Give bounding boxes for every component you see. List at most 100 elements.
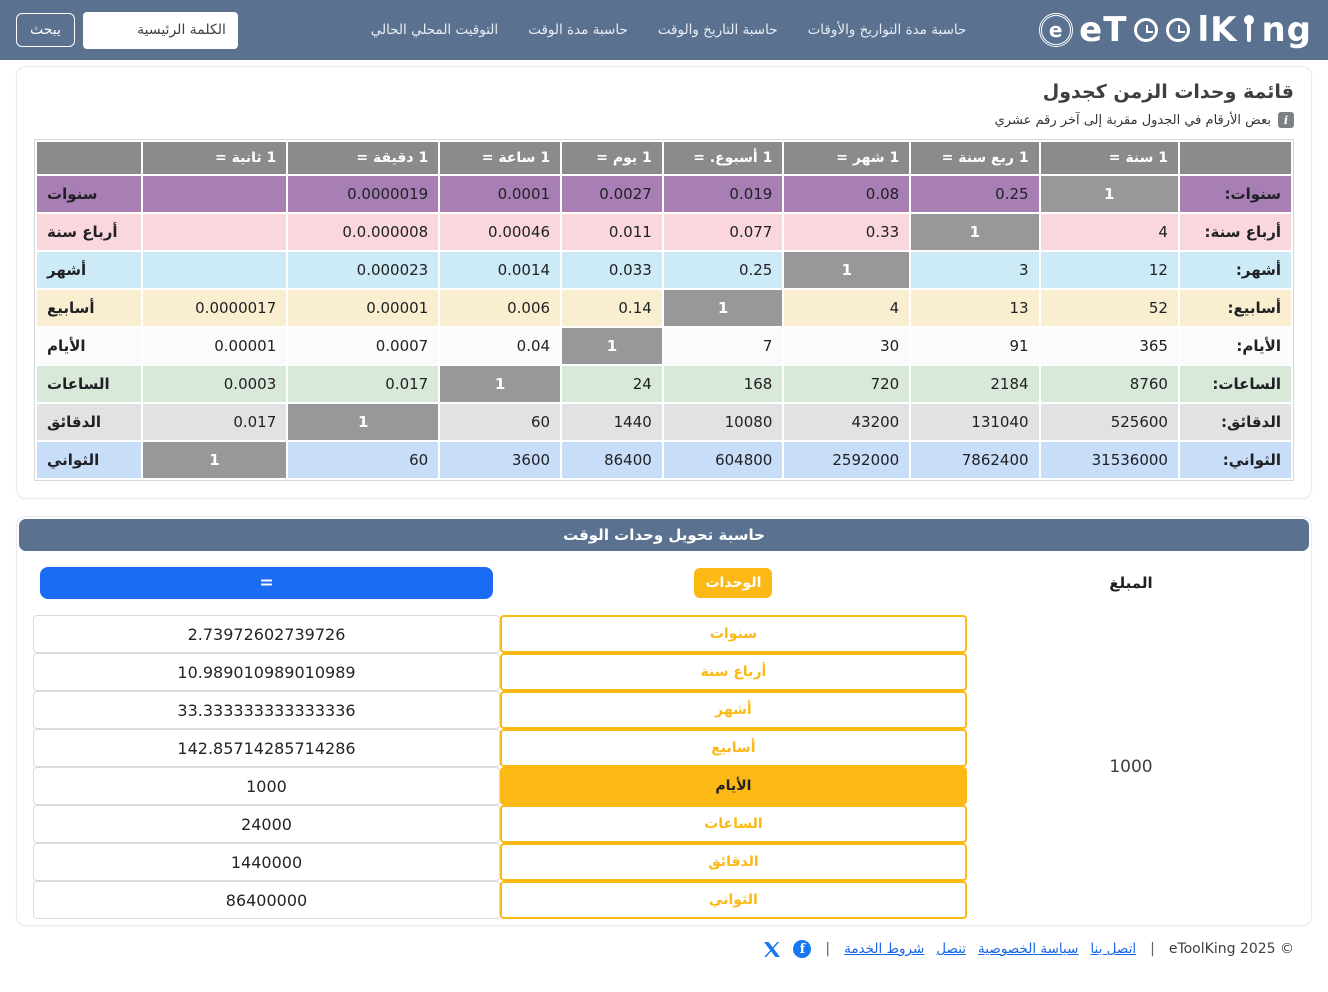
footer-link[interactable]: اتصل بنا <box>1090 941 1137 957</box>
site-logo[interactable]: e eT lK ng <box>1039 10 1312 50</box>
value-cell: 52 <box>1038 288 1180 328</box>
unit-button[interactable]: الثواني <box>499 881 967 919</box>
value-cell: 0.04 <box>438 326 563 366</box>
footer-link[interactable]: سياسة الخصوصية <box>978 941 1079 957</box>
footer-link[interactable]: تنصل <box>936 941 967 957</box>
row-label: الساعات: <box>1177 364 1294 404</box>
row-label: الثواني: <box>1177 440 1294 480</box>
value-cell: 0.0014 <box>438 250 563 290</box>
value-cell: 0.077 <box>661 212 785 252</box>
footer: © eToolKing 2025 | اتصل بنا سياسة الخصوصي… <box>16 926 1312 972</box>
amount-value[interactable]: 1000 <box>1109 757 1153 777</box>
value-cell <box>140 250 289 290</box>
value-cell: 0.000023 <box>286 250 441 290</box>
column-header: 1 شهر = <box>782 140 912 176</box>
footer-link[interactable]: شروط الخدمة <box>844 941 925 957</box>
value-cell: 0.08 <box>782 174 912 214</box>
value-cell: 91 <box>909 326 1041 366</box>
table-corner-cell <box>1177 140 1294 176</box>
units-table-wrap: 1 سنة = 1 ربع سنة = 1 شهر = 1 أسبوع. = 1 يوم… <box>34 139 1294 481</box>
copyright-text: © eToolKing 2025 <box>1168 941 1294 957</box>
value-cell: 12 <box>1038 250 1180 290</box>
search-button[interactable]: يبحث <box>16 13 75 47</box>
value-cell: 0.019 <box>661 174 785 214</box>
value-cell: 1 <box>661 288 785 328</box>
value-cell: 365 <box>1038 326 1180 366</box>
result-value: 86400000 <box>33 881 500 919</box>
equals-button[interactable]: = <box>40 567 493 599</box>
value-cell: 4 <box>782 288 912 328</box>
value-cell: 168 <box>661 364 785 404</box>
value-cell: 4 <box>1038 212 1180 252</box>
value-cell: 2592000 <box>782 440 912 480</box>
column-header: 1 أسبوع. = <box>661 140 785 176</box>
unit-button[interactable]: أسابيع <box>499 729 967 767</box>
value-cell: 0.0000019 <box>286 174 441 214</box>
search-input[interactable] <box>82 11 238 49</box>
value-cell: 131040 <box>909 402 1041 442</box>
value-cell: 0.25 <box>661 250 785 290</box>
value-cell: 31536000 <box>1038 440 1180 480</box>
units-table-header-row: 1 سنة = 1 ربع سنة = 1 شهر = 1 أسبوع. = 1 يوم… <box>35 140 1294 176</box>
value-cell: 24 <box>560 364 664 404</box>
converter-body: المبلغ 1000 الوحدات سنوات أرباع سنة أشهر أس… <box>19 551 1309 919</box>
nav-link[interactable]: حاسبة مدة الوقت <box>528 22 628 38</box>
unit-button[interactable]: سنوات <box>499 615 967 653</box>
unit-button[interactable]: الدقائق <box>499 843 967 881</box>
value-cell: 0.011 <box>560 212 664 252</box>
nav-link[interactable]: حاسبة مدة التواريخ والأوقات <box>807 22 967 38</box>
value-cell: 1 <box>1038 174 1180 214</box>
result-value: 142.85714285714286 <box>33 729 500 767</box>
value-cell: 86400 <box>560 440 664 480</box>
row-label: أسابيع: <box>1177 288 1294 328</box>
value-cell: 7 <box>661 326 785 366</box>
value-cell: 1440 <box>560 402 664 442</box>
value-cell: 43200 <box>782 402 912 442</box>
value-cell: 1 <box>286 402 441 442</box>
search-group: يبحث <box>16 11 238 49</box>
value-cell: 3 <box>909 250 1041 290</box>
logo-text-2: lK <box>1197 10 1238 50</box>
nav-link[interactable]: حاسبة التاريخ والوقت <box>657 22 778 38</box>
unit-button[interactable]: أشهر <box>499 691 967 729</box>
row-label-left: سنوات <box>35 174 143 214</box>
value-cell: 60 <box>438 402 563 442</box>
units-column: الوحدات سنوات أرباع سنة أشهر أسابيع الأيام ال… <box>499 551 967 919</box>
column-header: 1 ربع سنة = <box>909 140 1041 176</box>
table-row: أرباع سنة: 4 1 0.33 0.077 0.011 0.00046 0.0.000… <box>35 212 1294 252</box>
time-units-table: 1 سنة = 1 ربع سنة = 1 شهر = 1 أسبوع. = 1 يوم… <box>35 140 1294 480</box>
unit-button[interactable]: الأيام <box>499 767 967 805</box>
row-label-left: الأيام <box>35 326 143 366</box>
row-label: أرباع سنة: <box>1177 212 1294 252</box>
map-pin-icon <box>1243 15 1255 45</box>
unit-button[interactable]: الساعات <box>499 805 967 843</box>
units-column-header-button[interactable]: الوحدات <box>694 568 773 598</box>
footer-separator: | <box>1150 941 1155 957</box>
value-cell: 1 <box>782 250 912 290</box>
column-header: 1 سنة = <box>1038 140 1180 176</box>
value-cell: 0.0003 <box>140 364 289 404</box>
value-cell: 0.00001 <box>140 326 289 366</box>
value-cell: 0.0001 <box>438 174 563 214</box>
row-label: أشهر: <box>1177 250 1294 290</box>
footer-social: f <box>763 940 812 958</box>
unit-button[interactable]: أرباع سنة <box>499 653 967 691</box>
logo-text-3: ng <box>1261 10 1312 50</box>
value-cell: 8760 <box>1038 364 1180 404</box>
nav-link[interactable]: التوقيت المحلي الحالي <box>370 22 499 38</box>
value-cell: 0.00046 <box>438 212 563 252</box>
column-header: 1 ثانية = <box>140 140 289 176</box>
x-icon[interactable] <box>763 941 781 958</box>
result-value: 24000 <box>33 805 500 843</box>
row-label-left: الدقائق <box>35 402 143 442</box>
value-cell: 0.0007 <box>286 326 441 366</box>
rounding-note-text: بعض الأرقام في الجدول مقربة إلى آخر رقم … <box>994 112 1271 128</box>
value-cell: 720 <box>782 364 912 404</box>
result-value: 10.989010989010989 <box>33 653 500 691</box>
value-cell: 0.33 <box>782 212 912 252</box>
table-row: أشهر: 12 3 1 0.25 0.033 0.0014 0.000023 أشهر <box>35 250 1294 290</box>
facebook-icon[interactable]: f <box>793 940 812 958</box>
value-cell: 1 <box>560 326 664 366</box>
top-bar: e eT lK ng حاسبة مدة التواريخ والأوقات حا… <box>0 0 1328 60</box>
result-value: 33.333333333333336 <box>33 691 500 729</box>
